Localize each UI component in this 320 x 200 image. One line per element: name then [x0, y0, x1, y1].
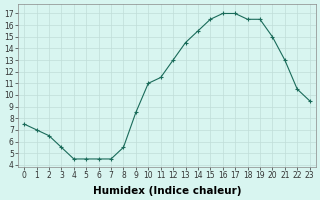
X-axis label: Humidex (Indice chaleur): Humidex (Indice chaleur)	[93, 186, 241, 196]
